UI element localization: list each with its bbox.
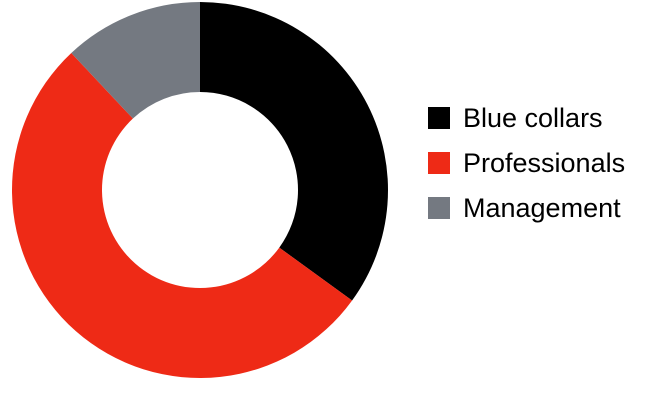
legend-swatch-blue-collars xyxy=(428,107,450,129)
legend: Blue collars Professionals Management xyxy=(428,103,625,223)
legend-item-professionals: Professionals xyxy=(428,148,625,178)
legend-swatch-professionals xyxy=(428,152,450,174)
donut-slices xyxy=(11,2,388,379)
legend-label-management: Management xyxy=(463,193,621,223)
slice-management xyxy=(71,2,200,119)
slice-blue-collars xyxy=(200,2,388,301)
legend-item-blue-collars: Blue collars xyxy=(428,103,603,133)
legend-item-management: Management xyxy=(428,193,621,223)
slice-professionals xyxy=(11,52,353,379)
legend-swatch-management xyxy=(428,197,450,219)
legend-label-blue-collars: Blue collars xyxy=(463,103,603,133)
legend-label-professionals: Professionals xyxy=(463,148,625,178)
